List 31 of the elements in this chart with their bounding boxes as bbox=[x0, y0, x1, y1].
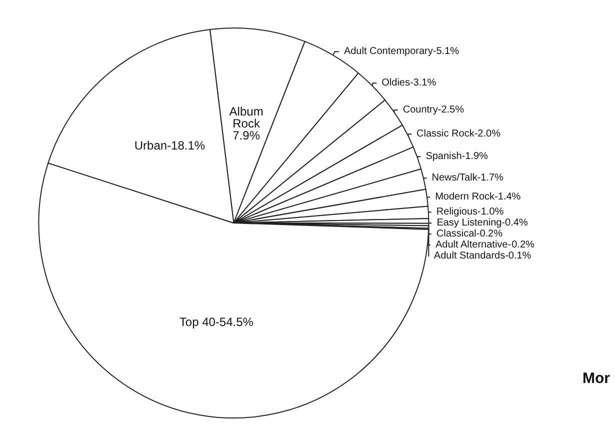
slice-label: Religious- bbox=[436, 206, 481, 218]
data-label: 3.1% bbox=[413, 78, 436, 89]
slice-label: Adult Contemporary- bbox=[344, 46, 436, 58]
slice-label: Modern Rock- bbox=[435, 192, 498, 203]
data-label: 0.2% bbox=[480, 228, 503, 240]
data-label: 0.4% bbox=[505, 218, 528, 229]
text: Mor bbox=[582, 370, 610, 387]
slice-label: Adult Alternative- bbox=[435, 240, 512, 251]
data-label: 1.4% bbox=[498, 192, 521, 203]
slice-label: Country- bbox=[402, 104, 442, 116]
slice-label: Top 40- bbox=[179, 315, 220, 330]
data-label: 0.1% bbox=[508, 250, 532, 262]
slice-label: Spanish- bbox=[426, 151, 466, 162]
data-label: 1.9% bbox=[465, 151, 488, 162]
data-label: 18.1% bbox=[171, 138, 206, 153]
data-label: 2.5% bbox=[441, 104, 464, 116]
slice-label: Album Rock bbox=[229, 104, 264, 130]
slice-label: Oldies- bbox=[382, 78, 414, 89]
slice-label: Urban- bbox=[134, 138, 172, 153]
data-label: 1.7% bbox=[480, 172, 504, 184]
slice-label: Adult Standards- bbox=[434, 250, 508, 262]
data-label: 0.2% bbox=[512, 240, 535, 251]
data-label: 54.5% bbox=[219, 315, 254, 330]
slice-label: Easy Listening- bbox=[436, 218, 506, 229]
data-label: 1.0% bbox=[480, 206, 504, 218]
slice-label: Classical- bbox=[436, 228, 480, 240]
data-label: 5.1% bbox=[436, 46, 460, 58]
slice-label: News/Talk- bbox=[432, 172, 481, 184]
data-label: 7.9% bbox=[232, 128, 260, 142]
slice-label: Classic Rock- bbox=[416, 128, 478, 140]
data-label: 2.0% bbox=[478, 128, 501, 140]
